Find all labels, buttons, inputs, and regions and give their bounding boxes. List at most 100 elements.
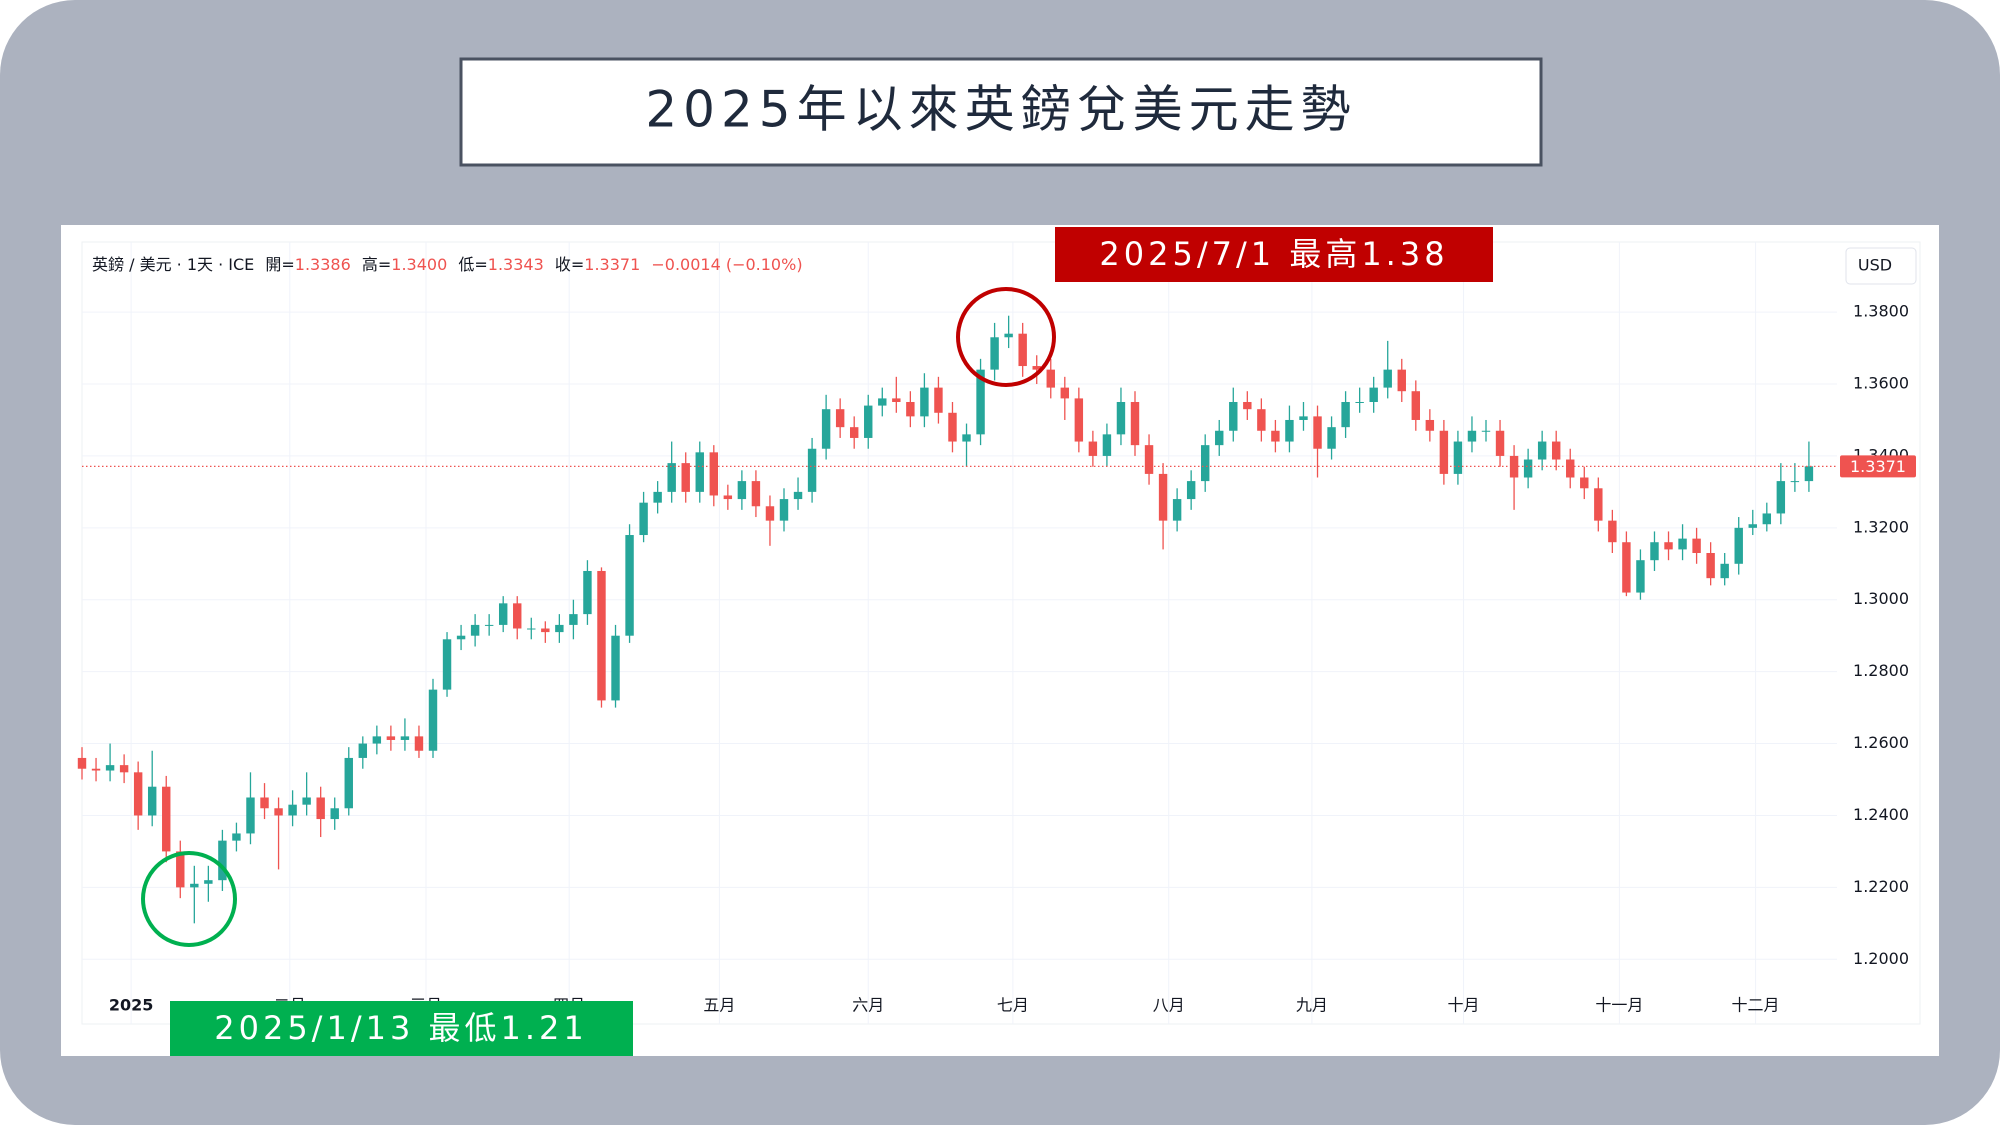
grid — [82, 242, 1837, 1024]
candle-body — [1285, 419, 1294, 442]
x-tick-label: 六月 — [852, 996, 884, 1015]
candle-body — [1186, 481, 1196, 500]
candle-body — [400, 736, 410, 740]
high-circle — [956, 287, 1056, 387]
candle-body — [288, 804, 297, 816]
candle-body — [1734, 527, 1743, 564]
candle-body — [330, 808, 339, 820]
candle-body — [176, 851, 185, 888]
candle-body — [1299, 416, 1308, 420]
candle-body — [513, 603, 522, 629]
candle-body — [1341, 401, 1350, 428]
candle-body — [1271, 430, 1280, 442]
chart-panel — [61, 225, 1939, 1056]
y-tick-label: 1.2800 — [1853, 661, 1909, 680]
candle-body — [1439, 430, 1449, 474]
candle-body — [1425, 419, 1435, 431]
last-price-tag — [1840, 455, 1916, 478]
candle-body — [1046, 369, 1055, 388]
candle-body — [1411, 391, 1421, 420]
x-tick-label: 2025 — [109, 996, 154, 1015]
candle-body — [1678, 538, 1687, 550]
candle-body — [1776, 481, 1786, 514]
candle-body — [190, 883, 199, 888]
candle-body — [1804, 466, 1814, 482]
y-tick-label: 1.2600 — [1853, 733, 1909, 752]
candle-body — [1523, 459, 1533, 478]
candle-body — [105, 765, 115, 771]
close-value: 1.3371 — [584, 255, 640, 274]
candle-body — [569, 614, 578, 625]
candle-body — [906, 401, 915, 417]
candle-body — [751, 481, 761, 507]
candle-body — [246, 797, 255, 834]
y-tick-label: 1.3000 — [1853, 589, 1909, 608]
x-tick-label: 七月 — [997, 996, 1029, 1015]
candle-body — [1720, 563, 1729, 579]
candle-body — [372, 736, 382, 744]
candle-body — [864, 405, 873, 438]
candle-body — [667, 463, 676, 492]
candle-body — [1481, 430, 1491, 432]
candle-body — [1004, 333, 1013, 338]
candle-body — [386, 736, 396, 740]
candle-body — [1594, 488, 1603, 521]
candle-body — [484, 624, 494, 626]
candle-body — [133, 772, 143, 816]
candle-body — [274, 808, 283, 816]
candle-body — [302, 797, 311, 805]
x-tick-label: 十二月 — [1732, 996, 1780, 1015]
candle-body — [737, 481, 747, 500]
candle-body — [1355, 401, 1364, 403]
candle-body — [962, 434, 971, 442]
open-label: 開= — [265, 255, 294, 274]
candle-body — [948, 412, 957, 442]
change: −0.0014 (−0.10%) — [651, 255, 802, 274]
candle-body — [878, 398, 887, 406]
candle-body — [1551, 441, 1561, 460]
y-tick-label: 1.2400 — [1853, 805, 1909, 824]
low-value: 1.3343 — [488, 255, 544, 274]
plot-frame — [81, 241, 1921, 1025]
high-label: 高= — [362, 255, 391, 274]
candle-body — [821, 409, 831, 449]
y-tick-label: 1.2000 — [1853, 949, 1909, 968]
candle-body — [1397, 369, 1406, 392]
page-title: 2025年以來英鎊兌美元走勢 — [645, 81, 1356, 139]
high-annotation: 2025/7/1 最高1.38 — [1099, 235, 1448, 273]
candle-body — [597, 570, 606, 701]
candle-body — [976, 369, 985, 435]
candle-body — [1313, 416, 1322, 449]
x-tick-label: 十一月 — [1595, 996, 1643, 1015]
candle-body — [1102, 434, 1112, 456]
candle-body — [849, 427, 859, 438]
x-tick-label: 八月 — [1153, 996, 1185, 1015]
candle-body — [470, 624, 480, 636]
candle-body — [260, 797, 269, 809]
title-box — [459, 57, 1543, 167]
candle-body — [119, 765, 129, 773]
candle-body — [1327, 427, 1336, 449]
candle-body — [91, 768, 101, 771]
candle-body — [1172, 499, 1182, 521]
candle-body — [1762, 513, 1772, 525]
candle-body — [527, 628, 536, 630]
candle-body — [1622, 542, 1631, 593]
candle-body — [1229, 401, 1238, 431]
y-tick-label: 1.3200 — [1853, 517, 1909, 536]
candle-body — [498, 603, 508, 625]
candles — [77, 315, 1837, 924]
candle-body — [765, 506, 775, 521]
candle-body — [1144, 445, 1154, 474]
candle-body — [555, 624, 564, 633]
high-annotation-box — [1055, 227, 1493, 282]
low-annotation-box — [170, 1001, 633, 1056]
candle-body — [1074, 398, 1084, 442]
candle-body — [1608, 520, 1617, 543]
x-tick-label: 十月 — [1448, 996, 1480, 1015]
candle-body — [162, 786, 171, 852]
y-tick-label: 1.2200 — [1853, 877, 1909, 896]
candle-body — [793, 491, 803, 500]
candle-body — [344, 757, 353, 809]
candle-body — [541, 628, 550, 633]
